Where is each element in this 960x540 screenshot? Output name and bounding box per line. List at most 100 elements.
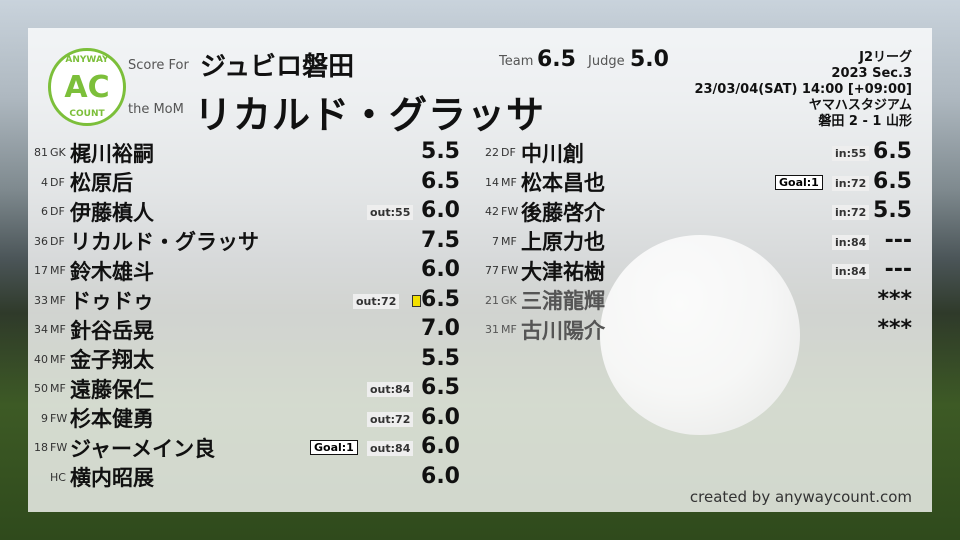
player-rating: 6.0 bbox=[421, 463, 460, 489]
goal-badge: Goal:1 bbox=[775, 174, 823, 190]
player-name: 針谷岳晃 bbox=[70, 318, 154, 343]
yellow-card-icon bbox=[412, 294, 421, 307]
substitution-tag: in:55 bbox=[832, 146, 870, 161]
panel bbox=[28, 28, 932, 512]
player-name: 伊藤槙人 bbox=[70, 200, 154, 225]
result: 磐田 2 - 1 山形 bbox=[818, 114, 912, 129]
player-number: 31 bbox=[485, 323, 499, 336]
player-position: FW bbox=[50, 411, 68, 425]
anywaycount-logo: ANYWAY AC COUNT bbox=[48, 48, 126, 126]
player-number: 33 bbox=[34, 293, 48, 307]
substitution-tag: out:55 bbox=[367, 205, 414, 220]
player-name: 三浦龍輝 bbox=[521, 289, 605, 313]
player-row: 34 MF 針谷岳晃 bbox=[14, 315, 154, 344]
mom-label: the MoM bbox=[128, 102, 184, 117]
player-name: 松原后 bbox=[70, 171, 133, 195]
player-rating: 6.0 bbox=[421, 257, 460, 282]
player-position: MF bbox=[50, 382, 66, 395]
player-position: GK bbox=[50, 146, 66, 159]
player-position: MF bbox=[501, 234, 517, 248]
player-position: HC bbox=[50, 470, 66, 484]
player-rating: 6.5 bbox=[873, 168, 912, 194]
player-position: MF bbox=[50, 264, 66, 277]
player-name: 古川陽介 bbox=[521, 318, 605, 343]
player-name: 横内昭展 bbox=[70, 466, 154, 490]
substitution-tag: out:72 bbox=[367, 411, 414, 427]
substitution-tag: in:84 bbox=[832, 264, 870, 279]
player-number: 14 bbox=[485, 175, 499, 189]
substitution-tag: in:72 bbox=[832, 175, 870, 191]
player-rating: 6.0 bbox=[421, 434, 460, 459]
player-row: 18 FW ジャーメイン良 bbox=[14, 433, 215, 462]
player-row: 36 DF リカルド・グラッサ bbox=[14, 227, 259, 256]
player-position: FW bbox=[50, 441, 68, 454]
player-row: 33 MF ドゥドゥ bbox=[14, 286, 154, 315]
player-number: 6 bbox=[41, 205, 48, 218]
player-position: FW bbox=[501, 264, 519, 277]
substitution-tag: in:84 bbox=[832, 234, 870, 250]
player-position: DF bbox=[50, 234, 65, 248]
section: 2023 Sec.3 bbox=[831, 66, 912, 81]
league: J2リーグ bbox=[859, 50, 912, 65]
player-number: 34 bbox=[34, 323, 48, 336]
player-rating: 7.0 bbox=[421, 316, 460, 341]
player-number: 77 bbox=[485, 264, 499, 277]
player-row: 22 DF 中川創 bbox=[465, 138, 584, 167]
player-row: 40 MF 金子翔太 bbox=[14, 345, 154, 374]
player-row: 77 FW 大津祐樹 bbox=[465, 256, 605, 285]
player-rating: --- bbox=[884, 227, 912, 253]
player-position: GK bbox=[501, 293, 517, 307]
substitution-tag: out:84 bbox=[367, 441, 414, 456]
venue: ヤマハスタジアム bbox=[808, 98, 912, 113]
player-name: 金子翔太 bbox=[70, 348, 154, 372]
player-row: 21 GK 三浦龍輝 bbox=[465, 286, 605, 315]
player-rating: 6.0 bbox=[421, 404, 460, 430]
player-rating: 6.0 bbox=[421, 198, 460, 223]
team-label: Team bbox=[499, 54, 534, 69]
player-rating: 6.5 bbox=[421, 375, 460, 400]
player-name: 上原力也 bbox=[521, 230, 605, 254]
team-score: 6.5 bbox=[537, 47, 576, 72]
player-rating: 6.5 bbox=[421, 168, 460, 194]
substitution-tag: in:72 bbox=[832, 205, 870, 220]
player-row: 42 FW 後藤啓介 bbox=[465, 197, 605, 226]
player-row: 6 DF 伊藤槙人 bbox=[14, 197, 154, 226]
player-rating: *** bbox=[877, 286, 912, 312]
player-rating: 6.5 bbox=[873, 139, 912, 164]
player-name: リカルド・グラッサ bbox=[70, 230, 259, 254]
player-position: MF bbox=[501, 175, 517, 189]
player-rating: 7.5 bbox=[421, 227, 460, 253]
player-position: MF bbox=[50, 293, 66, 307]
player-row: 9 FW 杉本健勇 bbox=[14, 404, 154, 433]
player-row: 31 MF 古川陽介 bbox=[465, 315, 605, 344]
goal-badge: Goal:1 bbox=[310, 440, 358, 455]
player-number: 18 bbox=[34, 441, 48, 454]
player-number: 36 bbox=[34, 234, 48, 248]
substitution-tag: out:72 bbox=[353, 293, 400, 309]
player-number: 50 bbox=[34, 382, 48, 395]
player-name: 後藤啓介 bbox=[521, 200, 605, 225]
player-number: 7 bbox=[492, 234, 499, 248]
player-row: 7 MF 上原力也 bbox=[465, 227, 605, 256]
player-rating: 6.5 bbox=[421, 286, 460, 312]
logo-top: ANYWAY bbox=[65, 55, 109, 65]
logo-bottom: COUNT bbox=[69, 109, 105, 119]
player-name: 鈴木雄斗 bbox=[70, 259, 154, 284]
player-position: MF bbox=[50, 323, 66, 336]
logo-center: AC bbox=[64, 69, 110, 105]
player-number: 17 bbox=[34, 264, 48, 277]
player-number: 40 bbox=[34, 352, 48, 366]
score-for-label: Score For bbox=[128, 58, 189, 73]
player-position: MF bbox=[501, 323, 517, 336]
player-name: 松本昌也 bbox=[521, 171, 605, 195]
judge-label: Judge bbox=[588, 54, 625, 69]
team-name: ジュビロ磐田 bbox=[200, 52, 355, 82]
player-row: 17 MF 鈴木雄斗 bbox=[14, 256, 154, 285]
player-row: 4 DF 松原后 bbox=[14, 168, 133, 197]
player-row: HC 横内昭展 bbox=[14, 463, 154, 492]
player-position: DF bbox=[50, 205, 65, 218]
player-number: 22 bbox=[485, 146, 499, 159]
player-rating: 5.5 bbox=[873, 198, 912, 223]
player-number: 21 bbox=[485, 293, 499, 307]
mom-name: リカルド・グラッサ bbox=[194, 93, 546, 137]
